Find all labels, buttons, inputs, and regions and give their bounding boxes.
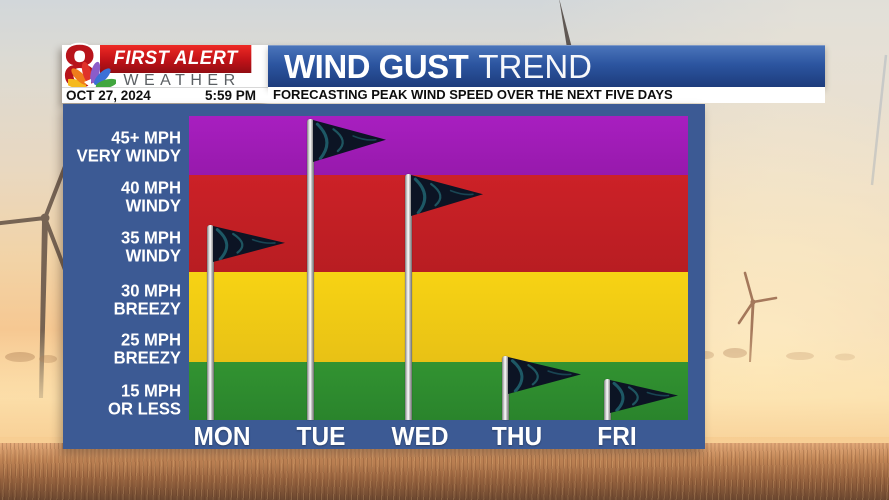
day-label-mon: MON	[193, 421, 251, 451]
flag-pole-wed	[405, 174, 412, 420]
flag-pole-tue	[307, 119, 314, 420]
first-alert-badge: FIRST ALERT	[100, 45, 252, 73]
turbine-blade-top-icon	[559, 0, 572, 48]
date-time-strip: OCT 27, 2024 5:59 PM	[62, 87, 268, 103]
scale-label-45-mph: 45+ MPH VERY WINDY	[76, 127, 181, 165]
wind-flag-icon-thu	[508, 357, 581, 394]
station-logo-card: FIRST ALERT WEATHER 8 OCT 27, 2024 5:59 …	[62, 37, 268, 103]
broadcast-date: OCT 27, 2024	[66, 88, 151, 103]
weather-label: WEATHER	[123, 72, 241, 89]
day-label-thu: THU	[491, 421, 543, 451]
color-band-breezy	[189, 272, 688, 362]
nbc-peacock-icon	[68, 61, 116, 89]
wind-flag-icon-wed	[411, 175, 483, 216]
scale-label-40-mph: 40 MPH WINDY	[120, 177, 181, 215]
flag-pole-fri	[604, 379, 611, 420]
page-title-trend: TREND	[478, 48, 592, 85]
wind-flag-icon-fri	[610, 380, 678, 413]
day-label-wed: WED	[391, 421, 449, 451]
title-bar: WIND GUST TREND	[268, 45, 825, 87]
wind-flag-icon-tue	[313, 120, 386, 162]
scale-label-15-mph: 15 MPH OR LESS	[108, 380, 181, 418]
flag-pole-thu	[502, 356, 509, 420]
scale-label-30-mph: 30 MPH BREEZY	[113, 280, 181, 318]
wind-gust-chart	[189, 116, 688, 420]
scale-label-35-mph: 35 MPH WINDY	[120, 227, 181, 265]
scale-label-25-mph: 25 MPH BREEZY	[113, 329, 181, 367]
page-title: WIND GUST	[284, 48, 469, 85]
turbine-blade-right-edge-icon	[870, 54, 888, 186]
broadcast-time: 5:59 PM	[204, 88, 256, 103]
day-label-fri: FRI	[597, 421, 637, 451]
grass-field-foreground	[0, 443, 889, 500]
day-label-tue: TUE	[296, 421, 346, 451]
subtitle-bar: FORECASTING PEAK WIND SPEED OVER THE NEX…	[268, 87, 825, 103]
color-band-very-windy	[189, 116, 688, 175]
flag-pole-mon	[207, 225, 214, 420]
wind-flag-icon-mon	[213, 226, 285, 262]
